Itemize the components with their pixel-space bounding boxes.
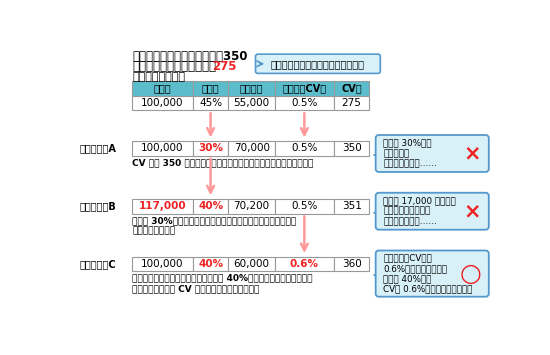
Text: 45%: 45% xyxy=(199,98,222,108)
Text: 非直帰者CV率: 非直帰者CV率 xyxy=(282,83,326,93)
Bar xyxy=(275,257,334,271)
FancyBboxPatch shape xyxy=(376,193,489,230)
Text: 目標未達成。今のままではダメだ！: 目標未達成。今のままではダメだ！ xyxy=(271,59,365,69)
Text: 集客を 17,000 増やせば
いいけど、広告費は
追加できないな……: 集客を 17,000 増やせば いいけど、広告費は 追加できないな…… xyxy=(383,196,456,226)
Bar xyxy=(334,141,370,156)
Bar xyxy=(228,81,275,96)
Text: 改善プランB: 改善プランB xyxy=(80,201,117,211)
Text: 0.5%: 0.5% xyxy=(291,98,317,108)
Text: 現状のコンバージョン数：: 現状のコンバージョン数： xyxy=(133,60,216,73)
Text: 350: 350 xyxy=(342,143,361,153)
Text: 351: 351 xyxy=(342,201,361,211)
Text: 直帰率: 直帰率 xyxy=(202,83,219,93)
Text: 改善プランC: 改善プランC xyxy=(80,259,117,269)
Text: 30%: 30% xyxy=(198,143,223,153)
Bar xyxy=(275,199,334,214)
Text: 直帰率 30%まで
下げるのは
現実的でないな……: 直帰率 30%まで 下げるのは 現実的でないな…… xyxy=(383,138,437,168)
Bar xyxy=(133,96,192,110)
Text: 改善プランA: 改善プランA xyxy=(80,143,117,153)
Text: 100,000: 100,000 xyxy=(141,259,184,269)
Bar xyxy=(192,199,228,214)
Text: 月間目標コンバージョン数：350: 月間目標コンバージョン数：350 xyxy=(133,50,248,63)
Text: 117,000: 117,000 xyxy=(139,201,186,211)
Text: 広告費は追加できないので、直帰率を 40%まで下げたうえでサイトを
改善してどこまで CV 率を上げればいいか考える: 広告費は追加できないので、直帰率を 40%まで下げたうえでサイトを 改善してどこ… xyxy=(133,274,313,293)
FancyBboxPatch shape xyxy=(256,54,380,73)
Bar xyxy=(334,257,370,271)
Bar xyxy=(133,199,192,214)
Text: 100,000: 100,000 xyxy=(141,98,184,108)
Text: 直帰率 30%までの改善は難しいので、広告費追加による集客増
とあわせて考える: 直帰率 30%までの改善は難しいので、広告費追加による集客増 とあわせて考える xyxy=(133,216,296,235)
Text: 275: 275 xyxy=(342,98,361,108)
Text: 非直帰者のCV率を
0.6%にはできそうだ。
直帰率 40%と、
CV率 0.6%を目標に頑張ろう！: 非直帰者のCV率を 0.6%にはできそうだ。 直帰率 40%と、 CV率 0.6… xyxy=(383,253,473,294)
Bar xyxy=(192,81,228,96)
Bar xyxy=(275,96,334,110)
Text: ○: ○ xyxy=(459,262,481,286)
Text: 非直帰数: 非直帰数 xyxy=(240,83,263,93)
Text: 55,000: 55,000 xyxy=(234,98,270,108)
Bar xyxy=(334,81,370,96)
Text: CV 数を 350 に上げるにはどれだけ直帰率を下げればいいか考える: CV 数を 350 に上げるにはどれだけ直帰率を下げればいいか考える xyxy=(133,158,314,167)
Text: 100,000: 100,000 xyxy=(141,143,184,153)
Text: 70,200: 70,200 xyxy=(234,201,270,211)
Bar xyxy=(133,257,192,271)
Bar xyxy=(228,257,275,271)
Bar xyxy=(133,141,192,156)
Text: 0.5%: 0.5% xyxy=(291,201,317,211)
Text: ×: × xyxy=(464,201,481,221)
Bar xyxy=(192,141,228,156)
Bar xyxy=(275,141,334,156)
Bar xyxy=(275,81,334,96)
Text: 集客数: 集客数 xyxy=(153,83,172,93)
Bar xyxy=(228,141,275,156)
Bar xyxy=(334,199,370,214)
Bar xyxy=(133,81,192,96)
FancyBboxPatch shape xyxy=(376,251,489,297)
Text: 275: 275 xyxy=(212,60,236,73)
Text: 70,000: 70,000 xyxy=(234,143,270,153)
Bar xyxy=(228,199,275,214)
Bar xyxy=(228,96,275,110)
Text: ×: × xyxy=(464,143,481,164)
Text: CV数: CV数 xyxy=(342,83,362,93)
Text: 0.5%: 0.5% xyxy=(291,143,317,153)
Bar xyxy=(192,257,228,271)
Bar xyxy=(334,96,370,110)
Text: 60,000: 60,000 xyxy=(234,259,270,269)
Text: 0.6%: 0.6% xyxy=(290,259,319,269)
Text: 360: 360 xyxy=(342,259,361,269)
Bar xyxy=(192,96,228,110)
Text: 40%: 40% xyxy=(198,259,223,269)
FancyBboxPatch shape xyxy=(376,135,489,172)
Text: 現在の数値の詳細: 現在の数値の詳細 xyxy=(133,72,185,82)
Text: 40%: 40% xyxy=(198,201,223,211)
